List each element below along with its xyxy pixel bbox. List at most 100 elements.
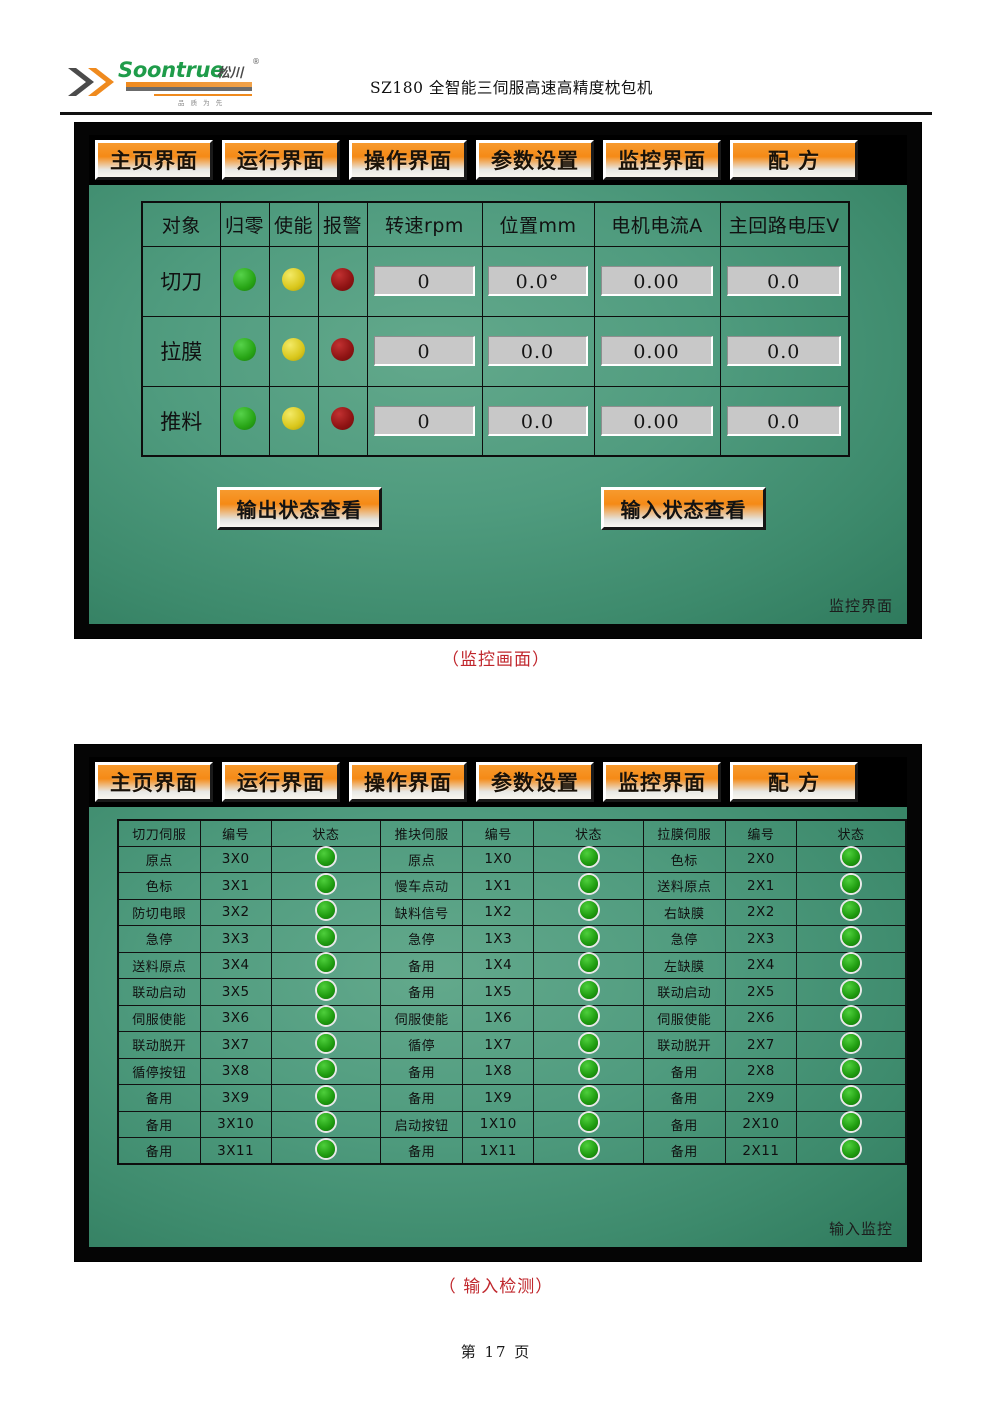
io-signal-state-cell-2	[533, 1110, 644, 1138]
io-lamp-icon	[579, 1139, 598, 1158]
io-signal-state-cell-2	[533, 1084, 644, 1112]
io-signal-code-1: 3X11	[199, 1137, 272, 1165]
nav-button-supervise[interactable]: 监控界面	[603, 762, 721, 802]
io-signal-state-cell-2	[533, 1137, 644, 1165]
io-signal-code-1: 3X6	[199, 1004, 272, 1032]
io-signal-code-1: 3X0	[199, 845, 272, 873]
io-signal-code-2: 1X8	[462, 1057, 535, 1085]
voltage-value[interactable]: 0.0	[727, 336, 842, 366]
nav-button-run[interactable]: 运行界面	[222, 762, 340, 802]
row-object-label: 拉膜	[141, 315, 221, 387]
io-signal-name-1: 色标	[117, 872, 201, 900]
table-row: 切刀 0 0.0° 0.00 0.0	[141, 245, 850, 317]
io-signal-name-2: 原点	[380, 845, 464, 873]
io-signal-name-2: 备用	[380, 1057, 464, 1085]
nav-button-run[interactable]: 运行界面	[222, 140, 340, 180]
io-lamp-icon	[316, 1086, 335, 1105]
nav-button-operate[interactable]: 操作界面	[349, 140, 467, 180]
io-signal-state-cell-1	[270, 978, 382, 1006]
zero-lamp-icon	[233, 407, 256, 431]
io-lamp-icon	[316, 1113, 335, 1132]
alarm-status-cell	[317, 245, 368, 317]
io-lamp-icon	[579, 927, 598, 946]
enable-status-cell	[268, 385, 319, 457]
voltage-value[interactable]: 0.0	[727, 266, 842, 296]
input-state-label: 输入状态查看	[620, 498, 747, 522]
input-state-button[interactable]: 输入状态查看	[601, 487, 766, 530]
io-signal-state-cell-2	[533, 1031, 644, 1059]
nav-button-recipe[interactable]: 配 方	[730, 140, 858, 180]
current-value[interactable]: 0.00	[601, 266, 713, 296]
speed-value[interactable]: 0	[374, 405, 475, 436]
hmi-inner-input: 主页界面 运行界面 操作界面 参数设置 监控界面 配 方 切刀伺服	[89, 757, 907, 1247]
current-value[interactable]: 0.00	[601, 336, 713, 366]
io-signal-name-2: 循停	[380, 1031, 464, 1059]
position-value[interactable]: 0.0	[488, 405, 588, 436]
io-signal-name-3: 联动脱开	[642, 1031, 726, 1059]
io-lamp-icon	[841, 874, 860, 893]
current-cell: 0.00	[593, 385, 721, 457]
row-object-label: 推料	[141, 385, 221, 457]
position-cell: 0.0	[481, 315, 595, 387]
nav-label: 参数设置	[491, 149, 579, 173]
io-signal-name-2: 备用	[380, 978, 464, 1006]
io-signal-code-1: 3X7	[199, 1031, 272, 1059]
logo-bar-grey	[126, 87, 252, 91]
io-signal-name-1: 急停	[117, 925, 201, 953]
io-lamp-icon	[841, 927, 860, 946]
io-signal-state-cell-2	[533, 1004, 644, 1032]
io-signal-state-cell-1	[270, 951, 382, 979]
nav-button-params[interactable]: 参数设置	[476, 762, 594, 802]
io-table-row: 循停按钮 3X8 备用 1X8 备用 2X8	[117, 1057, 907, 1085]
table-row: 拉膜 0 0.0 0.00 0.0	[141, 315, 850, 387]
io-signal-state-cell-3	[795, 872, 907, 900]
io-signal-code-2: 1X5	[462, 978, 535, 1006]
current-value[interactable]: 0.00	[601, 405, 713, 436]
io-signal-state-cell-1	[270, 1057, 382, 1085]
io-status-table: 切刀伺服 编号 状态 推块伺服 编号 状态 拉膜伺服 编号 状态 原点 3X0 原点…	[117, 819, 907, 1165]
nav-button-home[interactable]: 主页界面	[95, 140, 213, 180]
io-signal-name-3: 伺服使能	[642, 1004, 726, 1032]
nav-button-home[interactable]: 主页界面	[95, 762, 213, 802]
nav-button-params[interactable]: 参数设置	[476, 140, 594, 180]
io-signal-state-cell-3	[795, 978, 907, 1006]
io-signal-code-2: 1X11	[462, 1137, 535, 1165]
position-value[interactable]: 0.0	[488, 336, 588, 366]
nav-label: 配 方	[767, 149, 821, 173]
io-signal-state-cell-3	[795, 1031, 907, 1059]
io-lamp-icon	[579, 1007, 598, 1026]
io-signal-code-2: 1X10	[462, 1110, 535, 1138]
enable-status-cell	[268, 245, 319, 317]
io-signal-state-cell-3	[795, 898, 907, 926]
hmi-screen-input: 主页界面 运行界面 操作界面 参数设置 监控界面 配 方 切刀伺服	[74, 744, 922, 1262]
io-lamp-icon	[841, 1033, 860, 1052]
io-signal-name-3: 联动启动	[642, 978, 726, 1006]
io-signal-name-1: 备用	[117, 1110, 201, 1138]
io-signal-code-1: 3X3	[199, 925, 272, 953]
io-signal-name-3: 备用	[642, 1057, 726, 1085]
io-lamp-icon	[579, 980, 598, 999]
th-pusher-servo: 推块伺服	[380, 819, 464, 847]
position-cell: 0.0	[481, 385, 595, 457]
io-signal-state-cell-2	[533, 1057, 644, 1085]
screen-corner-label: 输入监控	[828, 1220, 893, 1238]
alarm-status-cell	[317, 385, 368, 457]
nav-button-recipe[interactable]: 配 方	[730, 762, 858, 802]
io-signal-state-cell-2	[533, 951, 644, 979]
servo-status-table: 对象 归零 使能 报警 转速rpm 位置mm 电机电流A 主回路电压V 切刀	[141, 201, 850, 457]
io-lamp-icon	[841, 1139, 860, 1158]
speed-value[interactable]: 0	[374, 336, 475, 366]
voltage-value[interactable]: 0.0	[727, 405, 842, 436]
position-value[interactable]: 0.0°	[488, 266, 588, 296]
output-state-button[interactable]: 输出状态查看	[217, 487, 382, 530]
io-signal-state-cell-1	[270, 1110, 382, 1138]
io-signal-state-cell-1	[270, 898, 382, 926]
io-signal-name-1: 循停按钮	[117, 1057, 201, 1085]
nav-button-supervise[interactable]: 监控界面	[603, 140, 721, 180]
header-divider	[60, 112, 932, 115]
io-lamp-icon	[579, 954, 598, 973]
io-lamp-icon	[316, 1139, 335, 1158]
nav-button-operate[interactable]: 操作界面	[349, 762, 467, 802]
io-signal-name-3: 左缺膜	[642, 951, 726, 979]
speed-value[interactable]: 0	[374, 266, 475, 296]
